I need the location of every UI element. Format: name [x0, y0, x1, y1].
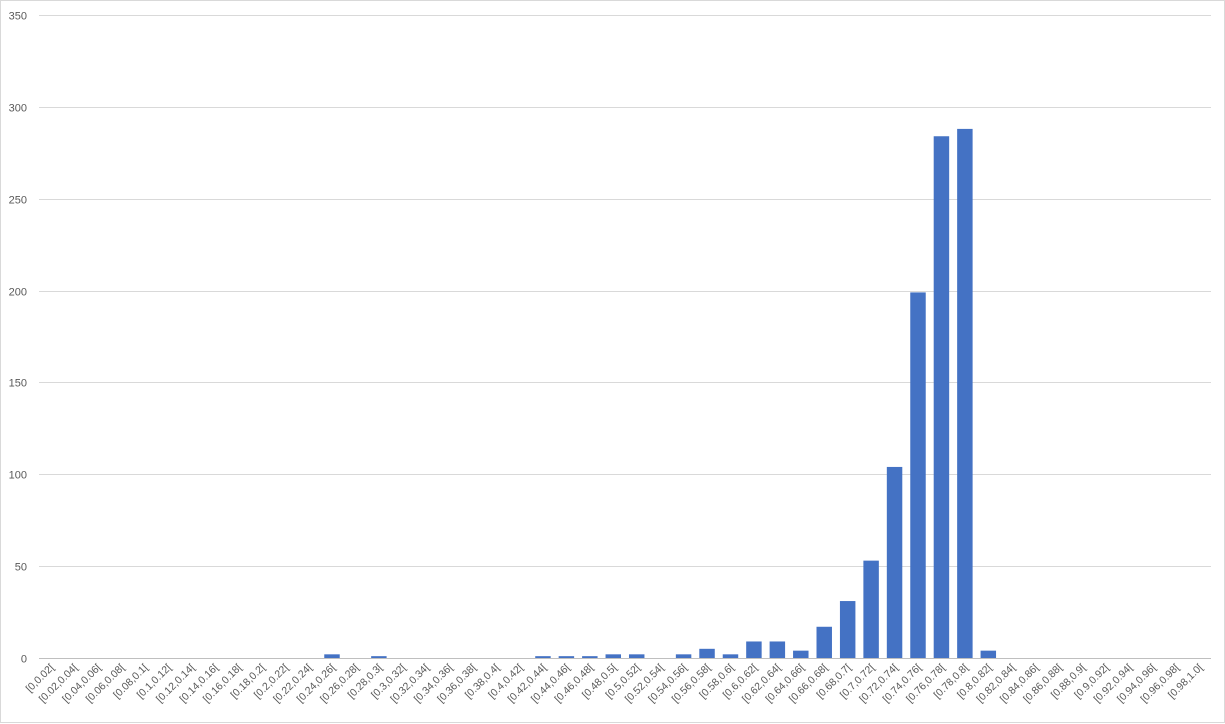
bar	[535, 656, 551, 658]
bar	[628, 654, 645, 658]
bar	[910, 292, 926, 658]
bar	[816, 626, 832, 658]
bar	[558, 656, 575, 658]
y-tick-label: 0	[21, 654, 27, 666]
bar	[839, 601, 856, 658]
bar	[957, 128, 973, 658]
bar	[769, 641, 786, 658]
y-tick-label: 300	[9, 103, 27, 115]
bar	[582, 656, 598, 658]
bar	[886, 466, 903, 658]
bar	[933, 136, 950, 658]
bar	[605, 654, 622, 658]
y-tick-label: 200	[9, 287, 27, 299]
y-tick-label: 150	[9, 378, 27, 390]
bar	[746, 641, 762, 658]
gridlines	[39, 15, 1211, 567]
bar	[675, 654, 692, 658]
bar	[324, 654, 340, 658]
y-tick-label: 100	[9, 470, 27, 482]
y-tick-label: 250	[9, 195, 27, 207]
x-axis-tick-labels: [0,0.02[[0.02,0.04[[0.04,0.06[[0.06,0.08…	[24, 662, 1206, 706]
y-tick-label: 50	[15, 562, 27, 574]
bar	[863, 560, 879, 658]
bar	[980, 650, 997, 658]
bar	[722, 654, 739, 658]
y-tick-label: 350	[9, 11, 27, 23]
y-axis-tick-labels: 0 50 100 150 200 250 300 350	[9, 11, 27, 666]
bar	[793, 650, 809, 658]
bar	[371, 656, 387, 658]
bar	[699, 648, 715, 658]
bars	[324, 128, 997, 658]
